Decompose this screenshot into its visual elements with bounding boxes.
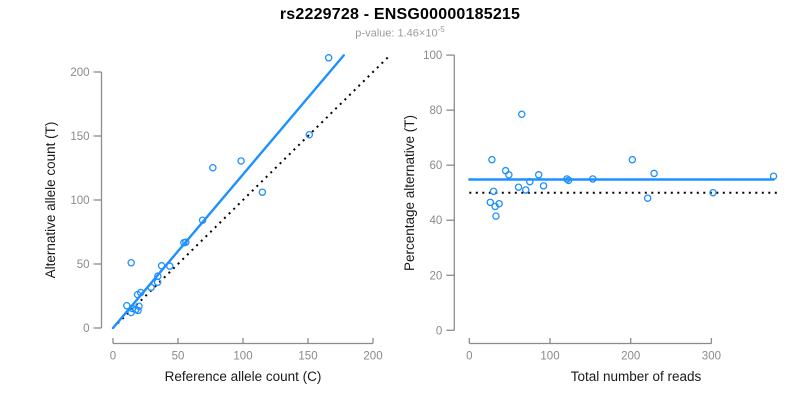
data-point (518, 110, 526, 119)
x-tick-label: 200 (621, 351, 640, 363)
data-point (324, 54, 333, 62)
y-tick-label: 80 (430, 105, 443, 117)
y-tick-label: 40 (430, 215, 443, 227)
data-point (147, 283, 155, 292)
x-axis-title: Reference allele count (C) (165, 369, 322, 384)
x-tick-label: 200 (363, 351, 382, 363)
data-point (495, 199, 503, 208)
data-point (564, 176, 573, 185)
data-point (539, 182, 548, 190)
data-point (136, 288, 145, 297)
x-tick-label: 300 (702, 351, 721, 363)
y-axis-title: Alternative allele count (T) (43, 122, 58, 279)
y-axis-title: Percentage alternative (T) (402, 115, 417, 271)
y-tick-label: 200 (70, 67, 89, 79)
data-point (209, 163, 217, 172)
y-tick-label: 0 (83, 323, 89, 335)
data-point (135, 302, 143, 310)
data-point (127, 258, 135, 267)
x-tick-label: 150 (298, 351, 317, 363)
pvalue-exponent: -5 (437, 25, 445, 34)
data-point (643, 194, 652, 202)
figure-subtitle: p-value: 1.46×10-5 (0, 25, 800, 40)
data-point (154, 272, 162, 280)
data-point (492, 212, 500, 220)
data-point (488, 155, 496, 164)
y-tick-label: 100 (70, 195, 89, 207)
data-point (589, 175, 597, 183)
data-point (628, 155, 637, 164)
data-point (134, 306, 142, 315)
data-point (489, 187, 498, 196)
y-tick-label: 100 (423, 50, 442, 62)
x-tick-label: 100 (233, 351, 252, 363)
x-tick-label: 0 (110, 351, 116, 363)
data-point (486, 198, 495, 207)
y-tick-label: 50 (77, 259, 90, 271)
x-axis-title: Total number of reads (571, 369, 702, 384)
data-point (709, 188, 717, 197)
data-point (563, 175, 571, 183)
data-point (514, 183, 523, 191)
y-tick-label: 20 (430, 270, 443, 282)
data-point (166, 262, 174, 270)
data-point (505, 171, 513, 179)
x-tick-label: 0 (466, 351, 472, 363)
x-tick-label: 100 (540, 351, 559, 363)
y-tick-label: 0 (436, 325, 442, 337)
data-point (237, 157, 245, 165)
data-point (526, 177, 534, 186)
data-point (522, 186, 530, 194)
data-point (182, 238, 190, 246)
x-tick-label: 50 (172, 351, 185, 363)
data-point (157, 262, 166, 270)
fit-line (111, 54, 345, 330)
data-point (501, 166, 510, 175)
pvalue-text: p-value: 1.46×10 (355, 27, 438, 40)
data-point (198, 216, 207, 224)
data-point (650, 169, 658, 178)
allele-counts-scatter: 0 50 100 150 200 0 50 100 150 200 Reference allele… (43, 54, 390, 384)
data-point (305, 130, 314, 139)
data-point (769, 172, 778, 180)
figure-title: rs2229728 - ENSG00000185215 (279, 6, 521, 23)
data-point (534, 171, 543, 179)
y-tick-label: 60 (430, 160, 443, 172)
y-tick-label: 150 (70, 131, 89, 143)
data-point (258, 188, 267, 196)
data-point (123, 301, 131, 310)
